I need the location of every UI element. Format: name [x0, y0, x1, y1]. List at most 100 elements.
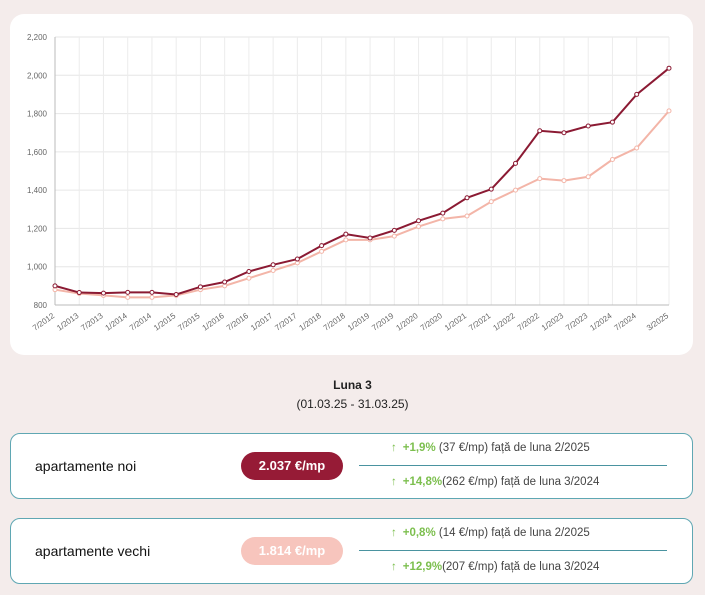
arrow-up-icon: ↑: [391, 442, 397, 454]
data-point: [173, 291, 179, 297]
x-tick-label: 7/2017: [273, 311, 299, 333]
price-badge: 1.814 €/mp: [241, 537, 343, 565]
x-tick-label: 1/2018: [298, 311, 324, 333]
data-point: [634, 91, 640, 97]
data-point: [464, 195, 470, 201]
data-point: [416, 218, 422, 224]
data-point: [222, 279, 228, 285]
data-point: [513, 187, 518, 193]
data-point: [634, 145, 640, 151]
x-tick-label: 7/2023: [564, 311, 590, 333]
arrow-up-icon: ↑: [391, 527, 397, 539]
x-tick-label: 1/2014: [104, 311, 130, 333]
y-tick-label: 1,200: [27, 224, 48, 233]
series-line: [54, 67, 670, 296]
data-point: [343, 231, 349, 237]
x-tick-label: 1/2017: [249, 311, 275, 333]
x-tick-label: 1/2021: [443, 311, 469, 333]
price-badge: 2.037 €/mp: [241, 452, 343, 480]
data-point: [513, 160, 518, 166]
x-tick-label: 1/2020: [394, 311, 420, 333]
y-tick-label: 1,800: [27, 110, 48, 119]
change-month: ↑ +0,8% (14 €/mp) față de luna 2/2025: [391, 527, 590, 539]
data-point: [537, 128, 543, 134]
data-point: [343, 237, 349, 243]
data-point: [319, 248, 325, 254]
change-month: ↑ +1,9% (37 €/mp) față de luna 2/2025: [391, 442, 590, 454]
price-chart: 800 1,000 1,200 1,400 1,600 1,800 2,000 2,200 7/…: [27, 33, 672, 333]
data-point: [488, 186, 494, 192]
x-tick-label: 7/2012: [31, 311, 57, 333]
change-pct: +0,8%: [402, 527, 436, 539]
data-point: [561, 130, 567, 136]
x-tick-label: 7/2024: [613, 311, 639, 333]
x-tick-label: 7/2022: [516, 311, 542, 333]
x-tick-label: 1/2023: [540, 311, 566, 333]
change-year: ↑ +12,9%(207 €/mp) față de luna 3/2024: [391, 561, 599, 573]
series-line: [54, 110, 670, 299]
x-tick-label: 1/2024: [588, 311, 614, 333]
card-label: apartamente vechi: [35, 543, 151, 559]
data-point: [391, 227, 397, 233]
change-pct: +14,8%: [402, 476, 443, 488]
x-tick-label: 7/2013: [79, 311, 105, 333]
change-year: ↑ +14,8%(262 €/mp) față de luna 3/2024: [391, 476, 599, 488]
card-old-apartments: apartamente vechi 1.814 €/mp ↑ +0,8% (14 …: [10, 518, 693, 584]
change-pct: +1,9%: [402, 442, 436, 454]
change-text: (207 €/mp) față de luna 3/2024: [442, 561, 600, 573]
y-tick-label: 1,600: [27, 148, 48, 157]
y-tick-label: 1,400: [27, 186, 48, 195]
period-title: Luna 3: [333, 378, 372, 392]
data-point: [585, 174, 591, 180]
period-range: (01.03.25 - 31.03.25): [296, 397, 409, 411]
x-tick-label: 7/2015: [176, 311, 202, 333]
y-tick-label: 2,200: [27, 33, 48, 42]
arrow-up-icon: ↑: [391, 476, 397, 488]
data-point: [367, 235, 373, 241]
data-point: [391, 233, 397, 239]
data-point: [270, 262, 276, 268]
data-point: [609, 157, 615, 163]
y-tick-label: 2,000: [27, 71, 48, 80]
x-tick-label: 7/2021: [467, 311, 493, 333]
data-point: [609, 119, 615, 125]
data-point: [537, 176, 543, 182]
data-point: [416, 224, 422, 230]
data-point: [561, 178, 567, 184]
data-point: [100, 290, 106, 296]
data-point: [246, 269, 252, 274]
divider: [359, 550, 667, 551]
data-point: [149, 289, 155, 295]
x-tick-label: 1/2015: [152, 311, 178, 333]
data-point: [464, 213, 470, 219]
data-point: [666, 65, 672, 71]
data-point: [197, 284, 203, 290]
x-tick-label: 1/2019: [346, 311, 372, 333]
data-point: [319, 243, 325, 249]
x-tick-label: 7/2018: [322, 311, 348, 333]
chart-card: 800 1,000 1,200 1,400 1,600 1,800 2,000 2,200 7/…: [10, 14, 693, 355]
change-text: (262 €/mp) față de luna 3/2024: [442, 476, 600, 488]
divider: [359, 465, 667, 466]
data-point: [440, 210, 446, 216]
card-label: apartamente noi: [35, 458, 137, 474]
x-tick-label: 7/2020: [419, 311, 445, 333]
y-tick-label: 800: [34, 301, 48, 310]
y-tick-label: 1,000: [27, 263, 48, 272]
x-tick-label: 3/2025: [645, 311, 671, 333]
data-point: [125, 289, 131, 295]
data-point: [52, 283, 58, 289]
data-point: [246, 275, 252, 281]
data-point: [585, 123, 591, 129]
data-point: [149, 294, 155, 300]
change-pct: +12,9%: [402, 561, 443, 573]
x-tick-label: 1/2013: [55, 311, 81, 333]
x-tick-label: 1/2016: [201, 311, 227, 333]
arrow-up-icon: ↑: [391, 561, 397, 573]
data-point: [270, 268, 276, 274]
x-tick-label: 7/2014: [128, 311, 154, 333]
data-point: [666, 108, 672, 114]
data-point: [294, 256, 300, 262]
x-tick-label: 1/2022: [491, 311, 517, 333]
data-point: [488, 199, 494, 205]
